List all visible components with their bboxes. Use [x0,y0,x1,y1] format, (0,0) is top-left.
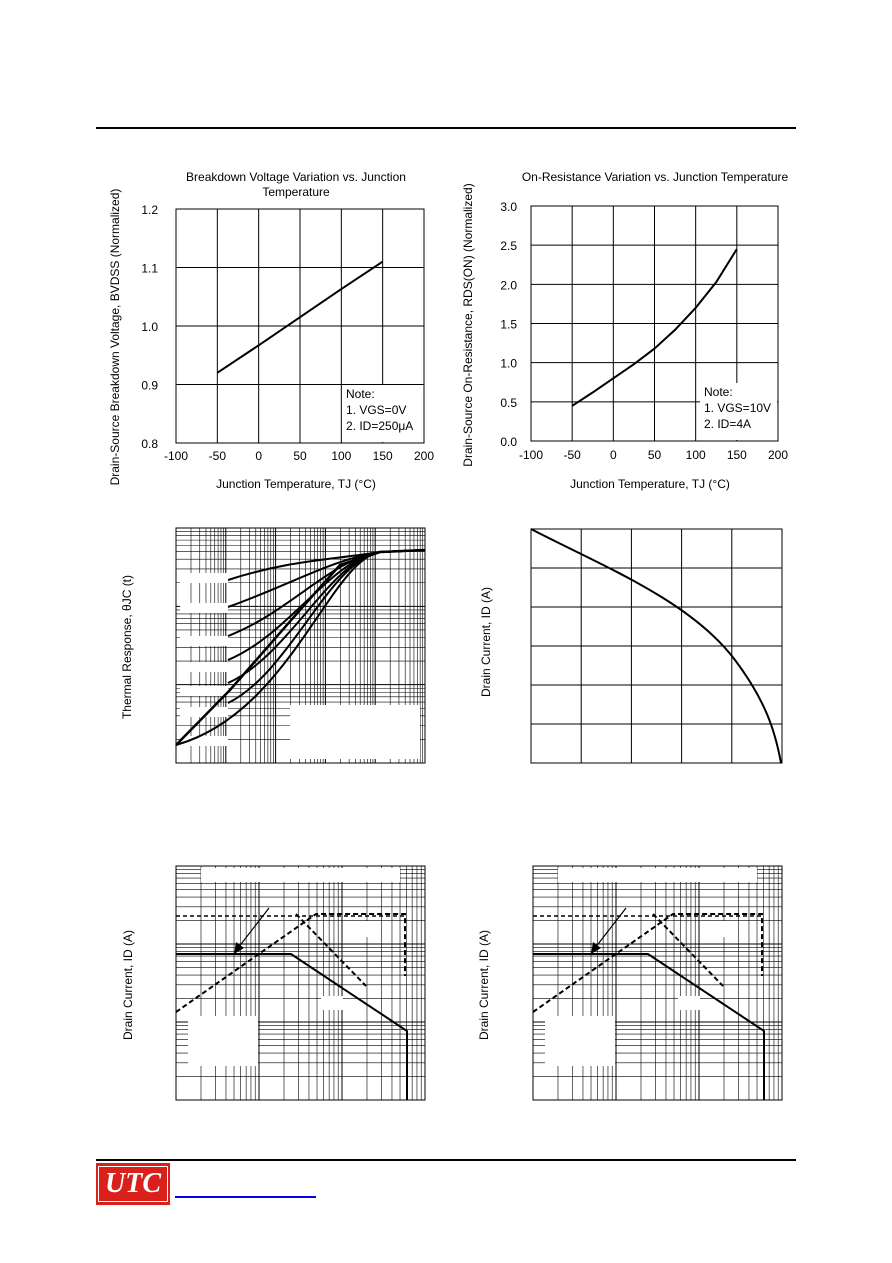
ron-plot-frame [530,205,779,442]
footer-link-underline[interactable] [175,1196,316,1198]
soa1-plot-frame [175,865,426,1101]
utc-logo-text: UTC [105,1168,161,1199]
bv-xtick-label: 0 [255,449,262,463]
thermal-label-mask-4 [180,686,228,696]
footer-rule [96,1159,796,1161]
bv-series-line [216,260,384,374]
ron-xtick-label: 200 [768,448,788,462]
ron-ytick-label: 0.0 [500,435,517,449]
thermal-label-mask-5 [180,707,228,717]
bv-xtick-label: -50 [209,449,227,463]
bv-note-box [343,385,423,442]
utc-logo-frame [98,1166,168,1202]
ron-ytick-label: 0.5 [500,396,517,410]
bv-xtick-label: -100 [164,449,188,463]
thermal-label-mask-0 [180,573,228,583]
ron-ytick-label: 2.5 [500,239,517,253]
ron-note-box [700,383,777,440]
soa1-label-mask-a [344,921,374,937]
thermal-single-pulse [175,548,426,746]
ron-ytick-label: 1.5 [500,318,517,332]
ron-ytick-label: 1.0 [500,357,517,371]
bv-note-line-3: 2. ID=250μA [346,419,414,433]
ron-chart-note: Note: 1. VGS=10V 2. ID=4A [704,384,771,432]
soa2-pulse-limit-line [532,913,763,1013]
soa1-dc-limit-line [176,953,408,1100]
ron-xtick-label: -100 [519,448,543,462]
thermal-label-mask-3 [180,662,228,672]
ron-chart-xlabel: Junction Temperature, TJ (°C) [570,477,730,491]
thermal-note-box [290,705,420,759]
soa2-top-label-mask [558,868,757,882]
soa2-arrow-head [591,942,601,954]
bv-ytick-label: 1.0 [141,320,158,334]
soa1-arrow-head [234,942,244,954]
soa1-top-label-mask [201,868,400,882]
idt-series-line [530,528,782,764]
ron-chart-title: On-Resistance Variation vs. Junction Tem… [521,170,789,184]
soa1-label-mask-b [321,996,343,1010]
ron-xtick-label: 50 [648,448,662,462]
soa2-pulse-slope-line [652,913,724,987]
bv-ytick-label: 0.8 [141,437,158,451]
bv-chart-title: Breakdown Voltage Variation vs. Junction… [186,170,406,199]
soa2-legend-mask [545,1016,615,1066]
ron-xtick-label: 0 [610,448,617,462]
bv-xtick-label: 150 [373,449,393,463]
thermal-label-mask-2 [180,636,228,646]
header-rule [96,127,796,129]
bv-note-line-2: 1. VGS=0V [346,403,407,417]
bv-xtick-label: 50 [293,449,307,463]
ron-note-line-1: Note: [704,385,733,399]
soa2-chart-ylabel: Drain Current, ID (A) [477,929,491,1041]
bv-chart-xlabel: Junction Temperature, TJ (°C) [216,477,376,491]
ron-ytick-label: 3.0 [500,200,517,214]
bv-ytick-label: 1.2 [141,203,158,217]
bv-xtick-label: 100 [331,449,351,463]
bv-xtick-label: 200 [414,449,434,463]
thermal-label-mask-1 [180,603,228,613]
idt-plot-frame [530,528,783,764]
soa1-pulse-slope-line [295,913,367,987]
bv-ytick-label: 0.9 [141,379,158,393]
soa1-legend-mask [188,1016,258,1066]
bv-chart-note: Note: 1. VGS=0V 2. ID=250μA [346,386,413,434]
soa2-dc-limit-line [533,953,765,1100]
thermal-plot-frame [175,527,426,764]
ron-note-line-3: 2. ID=4A [704,417,752,431]
soa1-arrow-shaft [237,907,270,949]
soa2-label-mask-a [701,921,731,937]
bv-note-line-1: Note: [346,387,375,401]
ron-xtick-label: 150 [727,448,747,462]
soa2-label-mask-b [678,996,700,1010]
bv-ytick-label: 1.1 [141,262,158,276]
soa1-pulse-limit-line [175,913,406,1013]
soa2-plot-frame [532,865,783,1101]
ron-xtick-label: 100 [686,448,706,462]
utc-logo: UTC [96,1163,170,1205]
ron-series-line [571,248,738,407]
thermal-label-mask-6 [180,736,228,746]
bv-plot-frame [175,208,425,444]
ron-xtick-label: -50 [563,448,581,462]
ron-note-line-2: 1. VGS=10V [704,401,772,415]
soa2-arrow-shaft [594,907,627,949]
ron-ytick-label: 2.0 [500,278,517,292]
